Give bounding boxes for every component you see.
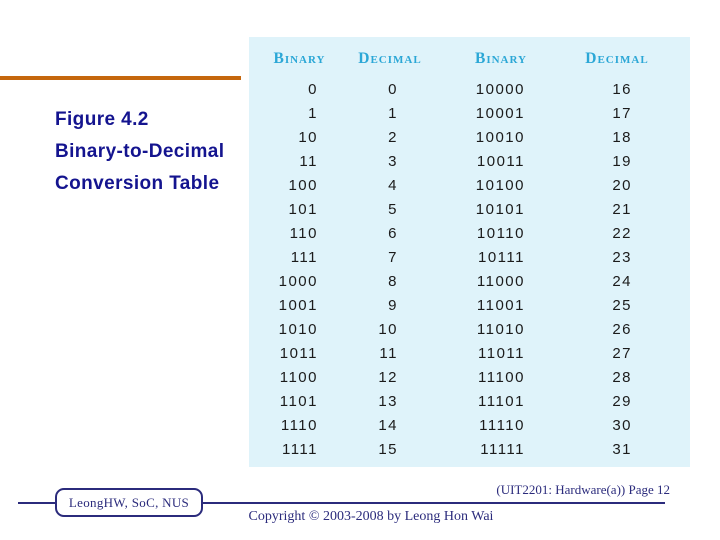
binary-cell: 10010 bbox=[475, 129, 525, 146]
table-header-row: Binary Decimal Binary Decimal bbox=[249, 37, 690, 78]
figure-title: Figure 4.2 Binary-to-Decimal Conversion … bbox=[55, 104, 224, 200]
table-row: 10 2 10010 18 bbox=[249, 126, 690, 150]
table-row: 110 6 10110 22 bbox=[249, 222, 690, 246]
decimal-cell: 26 bbox=[612, 321, 632, 338]
decimal-cell: 8 bbox=[388, 273, 398, 290]
binary-cell: 10111 bbox=[478, 249, 525, 266]
decimal-cell: 28 bbox=[612, 369, 632, 386]
binary-cell: 11110 bbox=[479, 417, 525, 434]
column-header-decimal-1: Decimal bbox=[358, 50, 422, 67]
decimal-cell: 1 bbox=[388, 105, 398, 122]
decimal-cell: 13 bbox=[378, 393, 398, 410]
page-reference: (UIT2201: Hardware(a)) Page 12 bbox=[496, 482, 670, 497]
decimal-cell: 15 bbox=[378, 441, 398, 458]
table-row: 1110 14 11110 30 bbox=[249, 414, 690, 438]
binary-cell: 10001 bbox=[475, 105, 525, 122]
binary-cell: 1111 bbox=[281, 441, 318, 458]
binary-cell: 111 bbox=[290, 249, 318, 266]
copyright-text: Copyright © 2003-2008 by Leong Hon Wai bbox=[248, 509, 494, 524]
decimal-cell: 12 bbox=[378, 369, 398, 386]
decimal-cell: 20 bbox=[612, 177, 632, 194]
table-row: 1001 9 11001 25 bbox=[249, 294, 690, 318]
column-header-binary-1: Binary bbox=[273, 50, 326, 67]
decimal-cell: 2 bbox=[388, 129, 398, 146]
figure-title-line1: Figure 4.2 bbox=[55, 109, 149, 130]
binary-cell: 110 bbox=[289, 225, 318, 242]
table-row: 11 3 10011 19 bbox=[249, 150, 690, 174]
decimal-cell: 31 bbox=[612, 441, 632, 458]
decimal-cell: 10 bbox=[378, 321, 398, 338]
title-underline-rule bbox=[0, 76, 241, 80]
table-body: 0 0 10000 16 1 1 10001 17 10 2 10010 18 11 3 10011 19 10… bbox=[249, 78, 690, 462]
decimal-cell: 23 bbox=[612, 249, 632, 266]
binary-cell: 1001 bbox=[278, 297, 318, 314]
author-box: LeongHW, SoC, NUS bbox=[55, 488, 203, 517]
binary-cell: 11111 bbox=[480, 441, 525, 458]
decimal-cell: 11 bbox=[379, 345, 398, 362]
binary-cell: 1000 bbox=[278, 273, 318, 290]
table-row: 1011 11 11011 27 bbox=[249, 342, 690, 366]
table-row: 101 5 10101 21 bbox=[249, 198, 690, 222]
binary-cell: 1011 bbox=[279, 345, 318, 362]
table-row: 1000 8 11000 24 bbox=[249, 270, 690, 294]
table-row: 0 0 10000 16 bbox=[249, 78, 690, 102]
binary-cell: 1101 bbox=[279, 393, 318, 410]
decimal-cell: 27 bbox=[612, 345, 632, 362]
footer-rule bbox=[18, 502, 665, 504]
table-row: 1111 15 11111 31 bbox=[249, 438, 690, 462]
decimal-cell: 0 bbox=[388, 81, 398, 98]
decimal-cell: 3 bbox=[388, 153, 398, 170]
binary-cell: 11000 bbox=[476, 273, 525, 290]
decimal-cell: 30 bbox=[612, 417, 632, 434]
binary-cell: 11010 bbox=[476, 321, 525, 338]
binary-cell: 1110 bbox=[280, 417, 318, 434]
binary-cell: 1010 bbox=[278, 321, 318, 338]
decimal-cell: 24 bbox=[612, 273, 632, 290]
author-box-label: LeongHW, SoC, NUS bbox=[68, 494, 190, 510]
decimal-cell: 19 bbox=[612, 153, 632, 170]
table-row: 1 1 10001 17 bbox=[249, 102, 690, 126]
decimal-cell: 4 bbox=[388, 177, 398, 194]
decimal-cell: 9 bbox=[388, 297, 398, 314]
decimal-cell: 17 bbox=[612, 105, 632, 122]
binary-cell: 10 bbox=[298, 129, 318, 146]
binary-cell: 11011 bbox=[478, 345, 525, 362]
column-header-binary-2: Binary bbox=[474, 50, 527, 67]
binary-cell: 1 bbox=[308, 105, 318, 122]
decimal-cell: 6 bbox=[388, 225, 398, 242]
binary-cell: 11101 bbox=[478, 393, 525, 410]
column-header-decimal-2: Decimal bbox=[585, 50, 649, 67]
decimal-cell: 25 bbox=[612, 297, 632, 314]
figure-title-line2: Binary-to-Decimal bbox=[55, 141, 225, 162]
binary-cell: 11100 bbox=[478, 369, 525, 386]
table-row: 1100 12 11100 28 bbox=[249, 366, 690, 390]
binary-cell: 11001 bbox=[476, 297, 525, 314]
table-row: 111 7 10111 23 bbox=[249, 246, 690, 270]
table-row: 100 4 10100 20 bbox=[249, 174, 690, 198]
binary-cell: 10000 bbox=[475, 81, 525, 98]
table-row: 1010 10 11010 26 bbox=[249, 318, 690, 342]
binary-cell: 0 bbox=[308, 81, 318, 98]
binary-cell: 100 bbox=[288, 177, 318, 194]
decimal-cell: 21 bbox=[612, 201, 632, 218]
conversion-table: Binary Decimal Binary Decimal 0 0 10000 16 1… bbox=[249, 37, 690, 467]
binary-cell: 1100 bbox=[279, 369, 318, 386]
decimal-cell: 7 bbox=[388, 249, 398, 266]
figure-title-line3: Conversion Table bbox=[55, 173, 220, 194]
binary-cell: 10101 bbox=[475, 201, 525, 218]
decimal-cell: 16 bbox=[612, 81, 632, 98]
decimal-cell: 29 bbox=[612, 393, 632, 410]
binary-cell: 10110 bbox=[476, 225, 525, 242]
decimal-cell: 5 bbox=[388, 201, 398, 218]
binary-cell: 10100 bbox=[475, 177, 525, 194]
binary-cell: 101 bbox=[288, 201, 318, 218]
binary-cell: 11 bbox=[299, 153, 318, 170]
binary-cell: 10011 bbox=[476, 153, 525, 170]
decimal-cell: 14 bbox=[378, 417, 398, 434]
decimal-cell: 18 bbox=[612, 129, 632, 146]
decimal-cell: 22 bbox=[612, 225, 632, 242]
table-row: 1101 13 11101 29 bbox=[249, 390, 690, 414]
